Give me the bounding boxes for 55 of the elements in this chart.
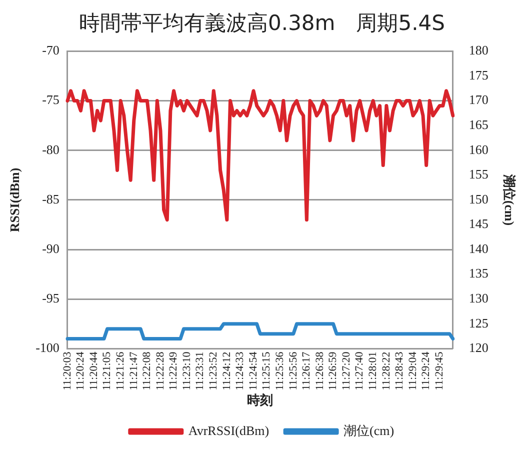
- y2-tick-label: 125: [468, 315, 488, 330]
- x-tick-label: 11:26:17: [300, 351, 313, 390]
- y2-tick-label: 180: [468, 42, 488, 58]
- x-tick-label: 11:26:38: [314, 351, 326, 390]
- x-tick-label: 11:29:45: [434, 351, 446, 390]
- x-axis-title: 時刻: [247, 392, 274, 409]
- y-tick-label: -70: [42, 42, 60, 58]
- chart-title: 時間帯平均有義波高0.38m 周期5.4S: [79, 11, 445, 36]
- y2-tick-label: 165: [468, 116, 488, 132]
- x-tick-label: 11:22:49: [168, 351, 180, 390]
- y2-tick-label: 130: [468, 290, 488, 306]
- x-tick-label: 11:29:04: [406, 351, 419, 390]
- x-tick-label: 11:27:20: [340, 351, 352, 390]
- x-tick-label: 11:21:26: [114, 351, 126, 390]
- y2-tick-label: 140: [468, 240, 488, 256]
- y-tick-label: -95: [42, 290, 60, 306]
- x-tick-label: 11:28:01: [367, 352, 380, 390]
- y2-tick-label: 175: [468, 67, 488, 82]
- x-tick-label: 11:25:56: [287, 351, 300, 390]
- legend-label: AvrRSSI(dBm): [188, 422, 270, 438]
- x-tick-label: 11:28:43: [394, 351, 406, 390]
- x-tick-label: 11:27:40: [354, 351, 366, 390]
- x-tick-label: 11:28:22: [380, 352, 392, 390]
- x-tick-label: 11:22:28: [154, 351, 166, 390]
- x-tick-label: 11:20:24: [74, 351, 87, 390]
- x-tick-label: 11:23:52: [208, 352, 220, 390]
- x-tick-label: 11:20:03: [61, 351, 74, 390]
- x-tick-label: 11:21:05: [101, 351, 114, 390]
- y-tick-label: -75: [42, 92, 60, 108]
- y2-tick-label: 150: [468, 191, 488, 206]
- x-tick-label: 11:23:31: [194, 352, 206, 390]
- x-tick-label: 11:24:54: [247, 351, 260, 390]
- y-tick-label: -100: [36, 340, 60, 356]
- legend-label: 潮位(cm): [344, 422, 394, 438]
- y2-tick-label: 135: [468, 266, 488, 281]
- x-tick-label: 11:22:08: [141, 351, 154, 390]
- y-tick-label: -85: [42, 191, 60, 206]
- x-tick-label: 11:20:44: [88, 351, 100, 390]
- x-tick-label: 11:25:15: [260, 351, 273, 390]
- x-tick-label: 11:24:12: [220, 352, 233, 390]
- y2-tick-label: 160: [468, 142, 488, 157]
- x-tick-label: 11:21:47: [128, 351, 140, 390]
- x-tick-label: 11:23:10: [180, 351, 193, 390]
- y2-axis-title: 潮位(cm): [502, 173, 517, 226]
- x-tick-label: 11:29:24: [420, 351, 432, 390]
- y-tick-label: -80: [42, 142, 60, 157]
- y2-tick-label: 145: [468, 216, 488, 232]
- y2-tick-label: 170: [468, 92, 488, 108]
- y-tick-label: -90: [42, 240, 60, 256]
- x-tick-label: 11:25:36: [274, 351, 286, 390]
- y2-tick-label: 155: [468, 166, 488, 182]
- y2-tick-label: 120: [468, 340, 488, 356]
- y-axis-title: RSSI(dBm): [7, 168, 22, 232]
- x-tick-label: 11:24:33: [234, 351, 246, 390]
- x-tick-label: 11:26:59: [327, 351, 340, 390]
